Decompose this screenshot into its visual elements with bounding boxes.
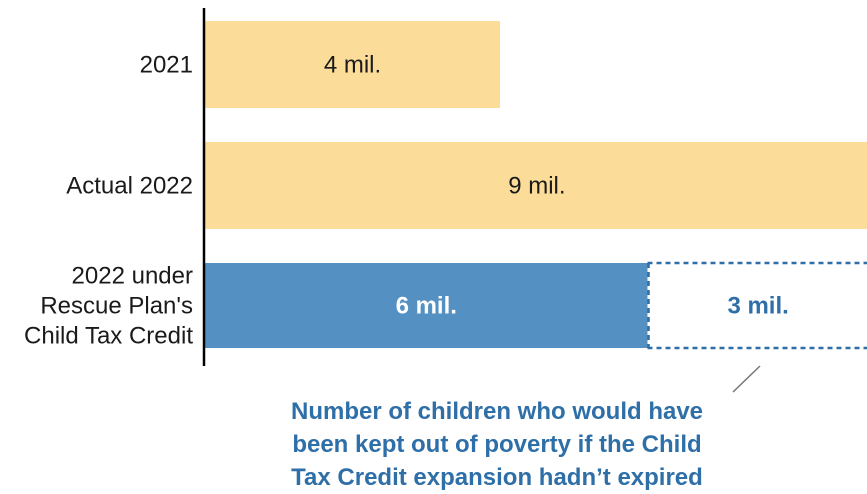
bar-0 bbox=[205, 21, 500, 108]
bars bbox=[205, 21, 867, 350]
annotation-line: been kept out of poverty if the Child bbox=[292, 431, 701, 458]
bar-1 bbox=[205, 142, 867, 229]
category-label-line: 2021 bbox=[140, 52, 193, 79]
category-label-line: Rescue Plan's bbox=[40, 293, 193, 320]
bar-2 bbox=[205, 263, 648, 348]
category-label-2: 2022 under Rescue Plan's Child Tax Credit bbox=[24, 263, 193, 350]
annotation-leader-line bbox=[732, 365, 761, 393]
category-label-0: 2021 bbox=[140, 52, 193, 79]
category-labels: 2021 Actual 2022 2022 under Rescue Plan's Ch… bbox=[24, 52, 193, 350]
value-labels: 4 mil. 9 mil. 6 mil. 3 mil. bbox=[324, 52, 789, 320]
bar-label-0: 4 mil. bbox=[324, 52, 381, 79]
category-label-line: 2022 under bbox=[72, 263, 193, 290]
bar-label-1: 9 mil. bbox=[508, 173, 565, 200]
category-label-line: Child Tax Credit bbox=[24, 323, 193, 350]
annotation-line: Tax Credit expansion hadn’t expired bbox=[291, 464, 703, 491]
bar-lost-2 bbox=[647, 263, 867, 348]
bar-label-2: 6 mil. bbox=[396, 293, 457, 320]
category-label-1: Actual 2022 bbox=[66, 173, 193, 200]
bar-lost-label-2: 3 mil. bbox=[727, 293, 788, 320]
annotation: Number of children who would have been ke… bbox=[291, 398, 703, 491]
category-label-line: Actual 2022 bbox=[66, 173, 193, 200]
annotation-line: Number of children who would have bbox=[291, 398, 703, 425]
